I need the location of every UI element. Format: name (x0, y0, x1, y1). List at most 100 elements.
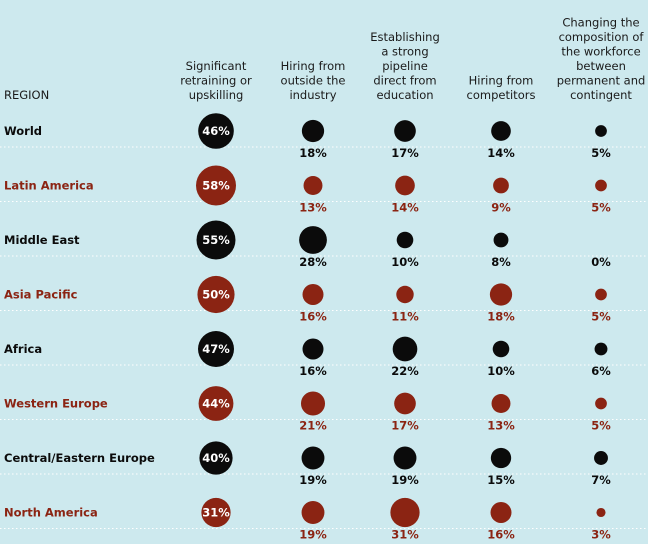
column-header-line: Hiring from (281, 59, 346, 73)
bubble-outside (300, 391, 326, 416)
bubble-competitors (490, 502, 512, 523)
column-header-line: Changing the (562, 16, 639, 30)
bubble-composition (596, 507, 606, 518)
bubble-composition (594, 451, 608, 465)
bubble-outside (301, 119, 325, 143)
row-western-europe: Western Europe 44% 21% 17% 13% 5% (0, 386, 648, 433)
column-header-retraining: Significant retraining or upskilling (180, 59, 252, 102)
column-header-competitors: Hiring from competitors (467, 74, 536, 103)
bubble-pipeline (390, 497, 420, 528)
bubble-retraining (198, 331, 234, 367)
value-label: 17% (391, 146, 419, 160)
column-header-line: the workforce (561, 45, 640, 59)
value-label: 31% (391, 528, 419, 542)
value-label: 16% (487, 528, 515, 542)
value-label: 31% (202, 506, 230, 520)
bubble-retraining (197, 275, 235, 314)
bubble-competitors (491, 121, 511, 141)
value-label: 46% (202, 124, 230, 138)
row-latin-america: Latin America 58% 13% 14% 9% 5% (0, 165, 648, 215)
bubble-outside (303, 176, 323, 195)
region-label: Middle East (4, 233, 80, 247)
column-header-line: competitors (467, 88, 536, 102)
bubble-pipeline (395, 175, 415, 196)
bubble-retraining (196, 220, 236, 260)
value-label: 10% (391, 255, 419, 269)
bubble-pipeline (396, 285, 414, 304)
bubble-retraining (199, 441, 233, 475)
bubble-composition (595, 397, 607, 410)
value-label: 14% (487, 146, 515, 160)
bubble-pipeline (394, 120, 416, 142)
column-header-line: industry (289, 88, 336, 102)
value-label: 5% (591, 419, 611, 433)
value-label: 10% (487, 364, 515, 378)
value-label: 16% (299, 310, 327, 324)
column-header-composition: Changing the composition of the workforce b… (557, 16, 646, 103)
column-header-line: permanent and (557, 74, 646, 88)
value-label: 50% (202, 288, 230, 302)
value-label: 5% (591, 201, 611, 215)
column-header-line: education (376, 88, 433, 102)
value-label: 19% (299, 473, 327, 487)
column-header-line: outside the (281, 74, 346, 88)
bubble-competitors (492, 340, 510, 358)
value-label: 5% (591, 310, 611, 324)
column-headers: Significant retraining or upskilling Hiring… (180, 16, 645, 103)
row-asia-pacific: Asia Pacific 50% 16% 11% 18% 5% (0, 275, 648, 324)
value-label: 58% (202, 179, 230, 193)
bubble-outside (302, 284, 324, 305)
value-label: 40% (202, 451, 230, 465)
value-label: 16% (299, 364, 327, 378)
region-label: Central/Eastern Europe (4, 451, 155, 465)
row-africa: Africa 47% 16% 22% 10% 6% (0, 331, 648, 378)
bubble-pipeline (393, 446, 417, 470)
chart-rows: World 46% 18% 17% 14% 5% Latin America 58% 13% 14… (0, 113, 648, 542)
bubble-composition (594, 342, 608, 356)
row-north-america: North America 31% 19% 31% 16% 3% (0, 497, 648, 542)
column-header-line: contingent (570, 88, 632, 102)
bubble-retraining (196, 165, 236, 206)
column-header-line: upskilling (189, 88, 244, 102)
row-central-eastern-europe: Central/Eastern Europe 40% 19% 19% 15% 7% (0, 441, 648, 487)
bubble-competitors (489, 283, 513, 306)
value-label: 7% (591, 473, 611, 487)
region-label: World (4, 124, 42, 138)
region-label: Africa (4, 342, 42, 356)
bubble-composition (595, 288, 607, 301)
column-header-line: pipeline (382, 59, 428, 73)
value-label: 3% (591, 528, 611, 542)
value-label: 8% (491, 255, 511, 269)
bubble-competitors (491, 394, 511, 413)
bubble-composition (595, 125, 607, 137)
column-header-line: a strong (381, 45, 428, 59)
column-header-line: Significant (186, 59, 247, 73)
column-header-outside: Hiring from outside the industry (281, 59, 346, 102)
value-label: 21% (299, 419, 327, 433)
value-label: 47% (202, 342, 230, 356)
value-label: 28% (299, 255, 327, 269)
row-middle-east: Middle East 55% 28% 10% 8% 0% (0, 220, 648, 269)
value-label: 22% (391, 364, 419, 378)
value-label: 13% (299, 201, 327, 215)
bubble-pipeline (392, 336, 418, 362)
value-label: 9% (491, 201, 511, 215)
region-header: REGION (4, 88, 49, 102)
bubble-outside (302, 338, 324, 360)
value-label: 11% (391, 310, 419, 324)
value-label: 19% (391, 473, 419, 487)
bubble-outside (301, 446, 325, 470)
bubble-retraining (198, 113, 234, 149)
value-label: 14% (391, 201, 419, 215)
value-label: 18% (487, 310, 515, 324)
column-header-line: retraining or (180, 74, 252, 88)
value-label: 19% (299, 528, 327, 542)
bubble-composition (595, 179, 607, 192)
bubble-competitors (493, 177, 509, 194)
column-header-line: Hiring from (469, 74, 534, 88)
bubble-competitors (493, 232, 509, 248)
bubble-retraining (198, 386, 234, 421)
bubble-pipeline (394, 392, 416, 415)
bubble-outside (301, 501, 325, 524)
